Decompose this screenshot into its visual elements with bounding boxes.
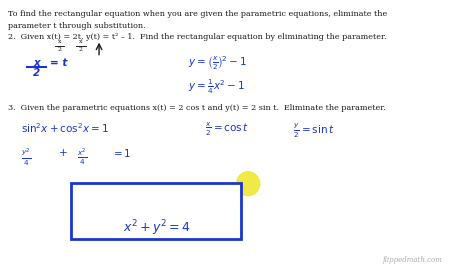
Text: x: x [58,39,61,44]
Text: x: x [33,58,40,68]
Text: $y = \frac{1}{4}x^2 - 1$: $y = \frac{1}{4}x^2 - 1$ [188,77,245,96]
Text: $\frac{x^2}{4}$: $\frac{x^2}{4}$ [77,147,87,167]
Text: 2: 2 [33,68,40,77]
Text: $+$: $+$ [58,147,67,158]
Text: = t: = t [50,58,67,68]
Text: $= 1$: $= 1$ [110,147,131,159]
Text: x: x [79,39,82,44]
Text: $y = \left(\frac{x}{2}\right)^{\!2} - 1$: $y = \left(\frac{x}{2}\right)^{\!2} - 1$ [188,55,246,72]
FancyBboxPatch shape [71,183,241,239]
Text: $x^2 + y^2 = 4$: $x^2 + y^2 = 4$ [123,218,191,238]
Text: $\frac{y^2}{4}$: $\frac{y^2}{4}$ [21,147,31,168]
Text: To find the rectangular equation when you are given the parametric equations, el: To find the rectangular equation when yo… [8,10,387,18]
Text: $\frac{y}{2} = \sin t$: $\frac{y}{2} = \sin t$ [293,121,335,140]
Text: 2: 2 [58,47,62,52]
Text: 2.  Given x(t) = 2t, y(t) = t² – 1.  Find the rectangular equation by eliminatin: 2. Given x(t) = 2t, y(t) = t² – 1. Find … [8,33,386,41]
Circle shape [237,172,260,196]
Text: $\frac{x}{2} = \cos t$: $\frac{x}{2} = \cos t$ [205,121,249,138]
Text: 3.  Given the parametric equations x(t) = 2 cos t and y(t) = 2 sin t.  Eliminate: 3. Given the parametric equations x(t) =… [8,104,385,112]
Text: parameter t through substitution.: parameter t through substitution. [8,22,146,30]
Text: 2: 2 [79,47,83,52]
Text: $\sin^2\!x + \cos^2\!x = 1$: $\sin^2\!x + \cos^2\!x = 1$ [21,121,109,135]
Text: flippedmath.com: flippedmath.com [383,256,442,264]
